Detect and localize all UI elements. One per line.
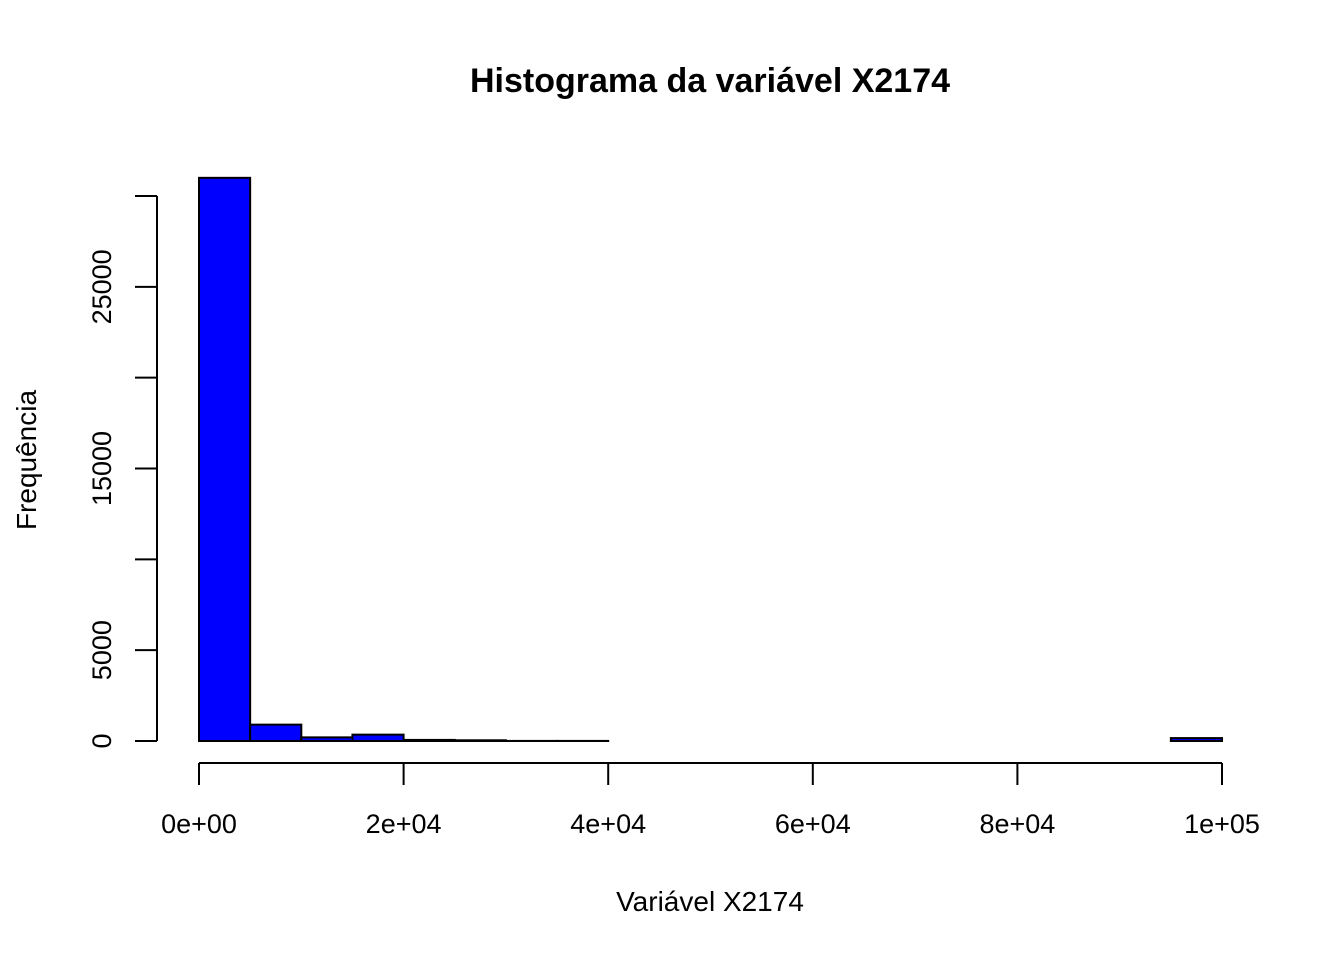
- x-tick-label-2: 4e+04: [570, 809, 646, 839]
- histogram-bar-4: [402, 738, 456, 742]
- y-tick-label-3: 15000: [87, 431, 117, 506]
- x-axis: 0e+00 2e+04 4e+04 6e+04 8e+04 1e+05: [161, 762, 1260, 839]
- x-tick-label-4: 8e+04: [979, 809, 1055, 839]
- chart-title: Histograma da variável X2174: [470, 62, 950, 100]
- x-tick-label-5: 1e+05: [1184, 809, 1260, 839]
- histogram-bar-5: [453, 739, 507, 742]
- x-tick-label-0: 0e+00: [161, 809, 237, 839]
- y-axis: 0 5000 15000 25000: [87, 195, 158, 749]
- x-tick-label-3: 6e+04: [775, 809, 851, 839]
- bars-group: [198, 176, 1223, 743]
- histogram-bar-0: [198, 176, 252, 743]
- histogram-bar-3: [351, 733, 405, 742]
- y-tick-label-1: 5000: [87, 620, 117, 680]
- x-axis-label: Variável X2174: [616, 886, 804, 917]
- histogram-bar-2: [300, 736, 354, 742]
- y-tick-label-0: 0: [87, 733, 117, 748]
- x-tick-label-1: 2e+04: [366, 809, 442, 839]
- histogram-bar-19: [1169, 737, 1223, 742]
- y-axis-label: Frequência: [11, 390, 42, 531]
- y-tick-label-5: 25000: [87, 249, 117, 324]
- histogram-bar-1: [249, 723, 303, 743]
